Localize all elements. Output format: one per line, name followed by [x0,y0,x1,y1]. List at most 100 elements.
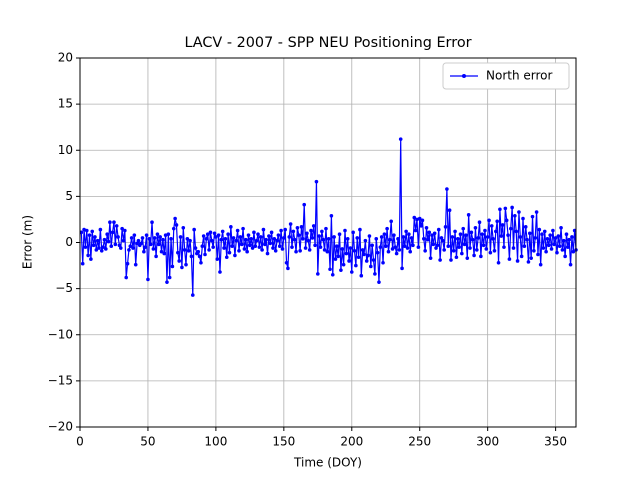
point [517,210,521,214]
point [494,229,498,234]
point [354,263,358,268]
point [443,225,448,229]
point [272,237,277,241]
point [525,237,529,242]
point [522,244,527,248]
point [436,227,441,232]
point [235,228,240,233]
point [343,228,347,233]
point [566,245,570,249]
point [159,249,164,254]
point [294,249,298,254]
point [273,249,278,253]
point [254,238,259,243]
point [536,252,540,257]
point [302,202,307,207]
point [411,243,415,248]
point [480,232,485,236]
point [441,238,445,243]
point [339,268,343,272]
point [394,251,399,256]
point [129,236,134,240]
point [435,243,440,248]
point [373,272,377,276]
point [538,262,543,267]
point [216,233,221,237]
point [296,233,301,237]
point [148,242,153,247]
point [518,235,523,239]
point [412,215,417,220]
point [545,237,550,241]
point [571,249,576,254]
point [314,179,319,184]
point [464,233,468,237]
point [116,235,120,239]
point [526,260,531,264]
y-tick-label: −5 [55,281,73,295]
point [233,253,237,258]
point [201,234,206,238]
point [424,225,429,230]
point [121,238,126,243]
point [158,235,162,239]
point [246,233,251,237]
point [447,208,452,213]
point [105,232,109,236]
point [197,254,202,259]
point [449,258,453,262]
point [152,236,157,240]
point [271,246,275,250]
point [268,241,273,246]
point [390,247,395,251]
point [434,246,438,250]
point [118,246,123,250]
point [245,249,249,254]
legend-box [442,62,570,90]
point [193,246,198,250]
point [142,249,146,254]
point [301,237,305,241]
point [162,251,167,256]
point [182,248,187,252]
y-tick-label: 0 [65,235,73,249]
point [451,249,456,253]
x-tick-label: 50 [140,435,155,449]
point [567,237,572,242]
point [136,238,141,243]
point [226,232,230,236]
point [82,227,86,232]
point [230,244,234,248]
point [547,243,551,248]
point [491,237,495,241]
point [277,244,282,248]
point [243,237,248,242]
point [426,237,430,242]
point [358,227,362,232]
y-tick-label: 10 [58,143,73,157]
point [318,245,323,249]
point [348,246,353,250]
point [279,228,283,233]
point [248,243,252,248]
y-tick-label: −10 [48,327,73,341]
x-tick-label: 200 [340,435,363,449]
point [561,238,566,243]
point [95,238,100,243]
point [128,244,133,248]
point [181,225,186,230]
point [450,235,455,239]
point [469,230,474,235]
point [404,229,408,234]
point [173,216,177,221]
x-tick-label: 150 [272,435,295,449]
point [367,234,372,238]
point [218,270,222,274]
point [570,235,574,239]
point [438,258,442,262]
point [253,244,258,248]
point [398,137,403,141]
point [241,226,245,231]
point [407,232,411,236]
point [200,244,205,248]
